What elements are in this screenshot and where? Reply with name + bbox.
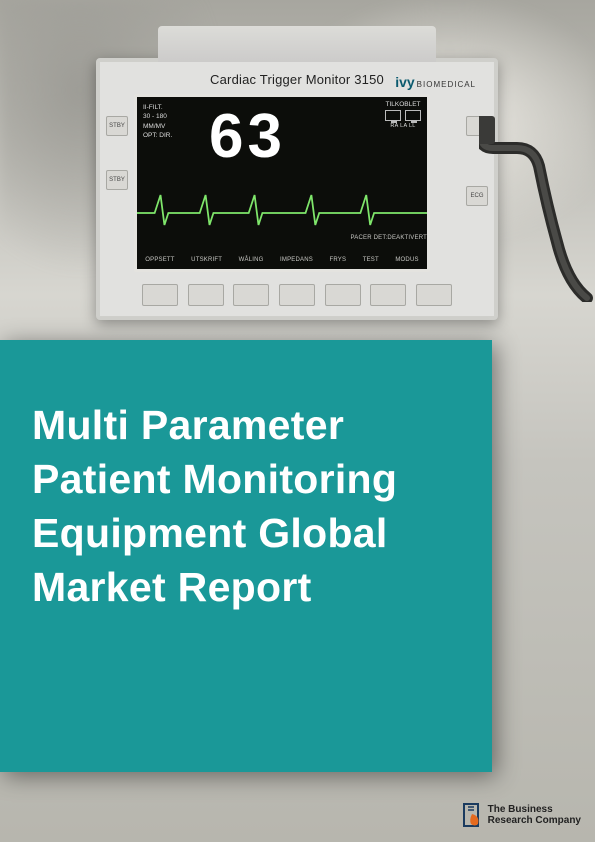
menu-item: OPPSETT — [145, 257, 174, 263]
monitor-icons — [385, 110, 421, 121]
device-button — [233, 284, 269, 306]
report-title: Multi Parameter Patient Monitoring Equip… — [32, 398, 397, 614]
cable-icon — [479, 82, 595, 302]
title-line: Equipment Global — [32, 506, 397, 560]
tilkoblet-label: TILKOBLET — [385, 101, 421, 110]
screen-rightlabels: TILKOBLET RA LA LL — [385, 101, 421, 130]
ecg-waveform-icon — [137, 185, 427, 235]
device-button — [279, 284, 315, 306]
screen-leftlabels: II-FILT. 30 - 180 MM/MV OPT: DIR. — [143, 103, 172, 141]
logo-mark-icon — [460, 802, 482, 828]
title-line: Multi Parameter — [32, 398, 397, 452]
device-bottom-buttons — [142, 284, 452, 306]
brand-name: ivy — [395, 74, 414, 90]
logo-text: The Business Research Company — [488, 804, 581, 827]
logo-line: The Business — [488, 804, 581, 816]
screen-pacer-row: PACER DET: DEAKTIVERT — [137, 235, 427, 241]
menu-item: TEST — [363, 257, 379, 263]
monitor-screen: II-FILT. 30 - 180 MM/MV OPT: DIR. 63 TIL… — [134, 94, 430, 272]
lead-labels: RA LA LL — [385, 123, 421, 130]
menu-item: UTSKRIFT — [191, 257, 222, 263]
device-brand: ivyBIOMEDICAL — [395, 74, 476, 90]
stby-button: STBY — [106, 116, 128, 136]
device-button — [142, 284, 178, 306]
logo-line: Research Company — [488, 815, 581, 827]
device-button — [325, 284, 361, 306]
screen-bottom-menu: OPPSETT UTSKRIFT WÅLING IMPEDANS FRYS TE… — [137, 257, 427, 263]
menu-item: WÅLING — [239, 257, 264, 263]
device-button — [188, 284, 224, 306]
medical-monitor-device: Cardiac Trigger Monitor 3150 ivyBIOMEDIC… — [96, 58, 498, 320]
title-line: Market Report — [32, 560, 397, 614]
menu-item: IMPEDANS — [280, 257, 313, 263]
heart-rate-value: 63 — [209, 101, 286, 172]
device-button — [416, 284, 452, 306]
menu-item: MODUS — [395, 257, 418, 263]
menu-item: FRYS — [329, 257, 346, 263]
pacer-det: PACER DET: — [351, 235, 388, 241]
deaktivert: DEAKTIVERT — [387, 235, 427, 241]
title-line: Patient Monitoring — [32, 452, 397, 506]
stby-button: STBY — [106, 170, 128, 190]
title-panel: Multi Parameter Patient Monitoring Equip… — [0, 340, 492, 772]
device-button — [370, 284, 406, 306]
company-logo: The Business Research Company — [460, 802, 581, 828]
brand-sub: BIOMEDICAL — [417, 80, 476, 89]
device-left-buttons: STBY STBY — [106, 116, 128, 190]
